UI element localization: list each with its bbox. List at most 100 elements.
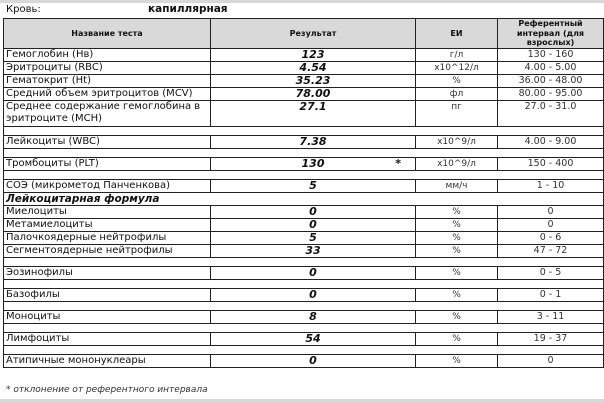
test-result: 0 [210, 353, 416, 368]
test-reference: 19 - 37 [497, 331, 604, 346]
result-value: 123 [301, 48, 325, 61]
test-result: 0 [210, 287, 416, 302]
table-row: Палочкоядерные нейтрофилы 5% 0 - 6 [3, 230, 604, 245]
test-name: Моноциты [3, 309, 211, 324]
test-name: Палочкоядерные нейтрофилы [3, 230, 211, 245]
spacer-row [3, 322, 604, 333]
col-header-ref: Референтный интервал (для взрослых) [497, 18, 604, 49]
test-unit: г/л [415, 47, 498, 62]
test-name: Средний объем эритроцитов (MCV) [3, 86, 211, 101]
test-result: 35.23 [210, 73, 416, 88]
table-row: Тромбоциты (PLT) 130 * x10^9/л 150 - 400 [3, 156, 604, 171]
test-name: Тромбоциты (PLT) [3, 156, 211, 171]
table-row: Сегментоядерные нейтрофилы 33% 47 - 72 [3, 243, 604, 258]
result-value: 33 [305, 244, 321, 257]
result-value: 0 [309, 288, 317, 301]
table-row: Базофилы 0% 0 - 1 [3, 287, 604, 302]
table-row: Средний объем эритроцитов (MCV) 78.00 фл 80… [3, 86, 604, 101]
test-reference: 27.0 - 31.0 [497, 99, 604, 127]
table-row: Эозинофилы 0% 0 - 5 [3, 265, 604, 280]
test-name: Сегментоядерные нейтрофилы [3, 243, 211, 258]
test-result: 0 [210, 204, 416, 219]
result-value: 0 [309, 354, 317, 367]
table-row: Эритроциты (RBC) 4.54 x10^12/л 4.00 - 5.00 [3, 60, 604, 75]
test-reference: 150 - 400 [497, 156, 604, 171]
blood-label: Кровь: [6, 4, 41, 15]
test-reference: 0 - 5 [497, 265, 604, 280]
test-name: Миелоциты [3, 204, 211, 219]
result-value: 0 [309, 218, 317, 231]
test-reference: 36.00 - 48.00 [497, 73, 604, 88]
table-row: Гематокрит (Ht) 35.23% 36.00 - 48.00 [3, 73, 604, 88]
test-reference: 0 - 6 [497, 230, 604, 245]
result-value: 54 [305, 332, 321, 345]
test-unit: x10^9/л [415, 134, 498, 149]
test-name: Метамиелоциты [3, 217, 211, 232]
test-name: СОЭ (микрометод Панченкова) [3, 178, 211, 193]
test-reference: 0 [497, 353, 604, 368]
test-reference: 47 - 72 [497, 243, 604, 258]
table-row: Гемоглобин (Нв) 123 г/л 130 - 160 [3, 47, 604, 62]
result-value: 5 [309, 231, 317, 244]
spacer-cell [3, 344, 604, 355]
result-value: 5 [309, 179, 317, 192]
test-unit: фл [415, 86, 498, 101]
table-row: Среднее содержание гемоглобина в эритроц… [3, 99, 604, 127]
test-result: 4.54 [210, 60, 416, 75]
test-name: Среднее содержание гемоглобина в эритроц… [3, 99, 211, 127]
spacer-row [3, 169, 604, 180]
test-result: 78.00 [210, 86, 416, 101]
test-reference: 3 - 11 [497, 309, 604, 324]
table-row: Миелоциты 0% 0 [3, 204, 604, 219]
spacer-cell [3, 278, 604, 289]
spacer-cell [3, 147, 604, 158]
spacer-cell [3, 169, 604, 180]
test-unit: % [415, 73, 498, 88]
test-name: Эритроциты (RBC) [3, 60, 211, 75]
test-reference: 4.00 - 5.00 [497, 60, 604, 75]
spacer-cell [3, 300, 604, 311]
test-result: 54 [210, 331, 416, 346]
spacer-cell [3, 125, 604, 136]
test-unit: % [415, 331, 498, 346]
result-value: 7.38 [299, 135, 327, 148]
table-row: Метамиелоциты 0% 0 [3, 217, 604, 232]
test-reference: 80.00 - 95.00 [497, 86, 604, 101]
test-name: Базофилы [3, 287, 211, 302]
test-unit: пг [415, 99, 498, 127]
test-reference: 0 [497, 204, 604, 219]
col-header-result: Результат [210, 18, 416, 49]
table-row: Моноциты 8% 3 - 11 [3, 309, 604, 324]
table-row: Лимфоциты 54% 19 - 37 [3, 331, 604, 346]
test-reference: 1 - 10 [497, 178, 604, 193]
test-reference: 0 [497, 217, 604, 232]
result-value: 0 [309, 266, 317, 279]
deviation-flag: * [395, 157, 401, 170]
spacer-row [3, 256, 604, 267]
spacer-row [3, 300, 604, 311]
test-name: Гемоглобин (Нв) [3, 47, 211, 62]
test-unit: % [415, 287, 498, 302]
result-value: 35.23 [295, 74, 331, 87]
footnote: * отклонение от референтного интервала [6, 385, 208, 395]
table-row: СОЭ (микрометод Панченкова) 5 мм/ч 1 - 10 [3, 178, 604, 193]
test-result: 0 [210, 217, 416, 232]
test-name: Эозинофилы [3, 265, 211, 280]
result-value: 27.1 [299, 100, 327, 113]
table-row: Лейкоциты (WBC) 7.38 x10^9/л 4.00 - 9.00 [3, 134, 604, 149]
test-unit: % [415, 217, 498, 232]
spacer-row [3, 147, 604, 158]
result-value: 4.54 [299, 61, 327, 74]
blood-type-value: капиллярная [148, 3, 228, 15]
section-title: Лейкоцитарная формула [3, 191, 604, 206]
spacer-row [3, 125, 604, 136]
col-header-name: Название теста [3, 18, 211, 49]
test-unit: % [415, 230, 498, 245]
test-unit: x10^12/л [415, 60, 498, 75]
test-unit: мм/ч [415, 178, 498, 193]
test-unit: % [415, 353, 498, 368]
test-reference: 130 - 160 [497, 47, 604, 62]
test-unit: % [415, 243, 498, 258]
test-name: Лейкоциты (WBC) [3, 134, 211, 149]
table-header: Название теста Результат ЕИ Референтный … [3, 18, 604, 49]
